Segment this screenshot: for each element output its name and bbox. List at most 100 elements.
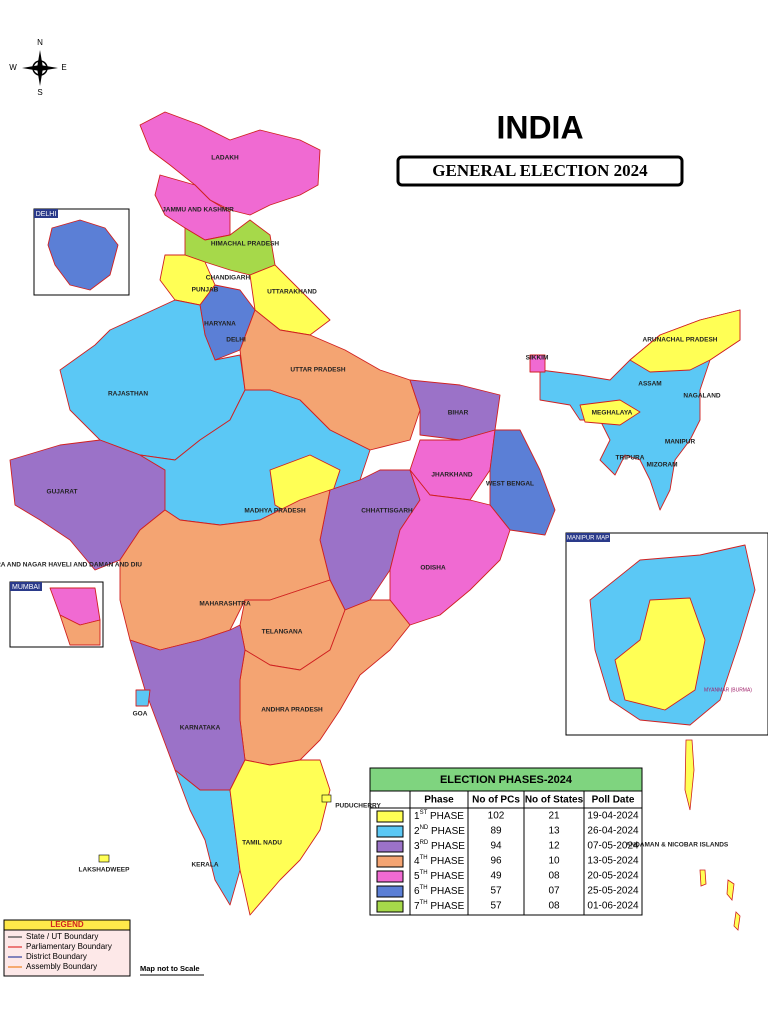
phase-label: 4TH PHASE — [414, 855, 465, 867]
phase-number: 1 — [414, 811, 420, 822]
footer-note: Map not to Scale — [140, 964, 200, 973]
delhi-inset-label: DELHI — [36, 211, 57, 218]
phase-word: PHASE — [428, 841, 465, 852]
cell-pcs: 49 — [490, 871, 502, 882]
india-map — [9, 111, 741, 931]
state-label: MAHARASHTRA — [199, 601, 251, 608]
phase-suffix: TH — [420, 900, 428, 906]
title: INDIA — [496, 109, 583, 145]
manipur-inset-label: MANIPUR MAP — [567, 536, 609, 542]
phase-number: 5 — [414, 871, 420, 882]
state-label: MADHYA PRADESH — [244, 508, 306, 515]
table-frame — [369, 767, 643, 916]
phase-number: 6 — [414, 886, 420, 897]
phase-swatch — [376, 840, 404, 853]
phase-suffix: RD — [420, 840, 429, 846]
state-label: KERALA — [191, 862, 218, 869]
cell-states: 08 — [548, 901, 560, 912]
manipur-valley — [614, 597, 706, 711]
compass: N S E W — [9, 38, 66, 97]
subtitle: GENERAL ELECTION 2024 — [432, 161, 648, 180]
phase-suffix: TH — [420, 885, 428, 891]
legend-label: State / UT Boundary — [26, 932, 98, 941]
cell-pcs: 57 — [490, 886, 502, 897]
cell-date: 25-05-2024 — [587, 886, 639, 897]
phase-label: 7TH PHASE — [414, 900, 465, 912]
phase-word: PHASE — [428, 826, 465, 837]
delhi-tag — [34, 209, 58, 218]
phase-word: PHASE — [428, 886, 465, 897]
phase-swatch — [376, 885, 404, 898]
lakshadweep — [98, 854, 110, 863]
cell-date: 20-05-2024 — [587, 871, 639, 882]
state-label: UTTARAKHAND — [267, 289, 317, 296]
table-title-bar — [369, 767, 643, 792]
region — [579, 399, 641, 426]
phase-label: 3RD PHASE — [414, 840, 465, 852]
cell-pcs: 89 — [490, 826, 502, 837]
state-label: CHANDIGARH — [206, 275, 251, 282]
state-label: JAMMU AND KASHMIR — [162, 207, 234, 214]
state-label: DELHI — [226, 337, 246, 344]
column-header: Phase — [424, 795, 454, 806]
state-label: NAGALAND — [683, 393, 720, 400]
cell-date: 13-05-2024 — [587, 856, 639, 867]
phase-swatch — [376, 810, 404, 823]
mumbai-tag — [10, 582, 42, 591]
subtitle-box — [396, 155, 684, 187]
phase-swatch — [376, 825, 404, 838]
cell-date: 26-04-2024 — [587, 826, 639, 837]
column-header: Poll Date — [592, 795, 635, 806]
state-label: WEST BENGAL — [486, 481, 534, 488]
compass-star — [22, 50, 58, 86]
state-label: MANIPUR — [665, 439, 696, 446]
region — [229, 759, 331, 916]
cell-states: 07 — [548, 886, 560, 897]
region — [174, 769, 241, 906]
table-title: ELECTION PHASES-2024 — [440, 774, 573, 786]
state-label: TELANGANA — [262, 629, 303, 636]
manipur-tag — [566, 533, 610, 542]
state-label: GUJARAT — [47, 489, 78, 496]
state-label: ODISHA — [420, 565, 446, 572]
state-label: PUNJAB — [192, 287, 219, 294]
state-label: LAKSHADWEEP — [79, 867, 131, 874]
phase-label: 2ND PHASE — [414, 825, 465, 837]
cell-date: 07-05-2024 — [587, 841, 639, 852]
phase-swatch — [376, 870, 404, 883]
state-label: GOA — [133, 711, 148, 718]
state-label: JHARKHAND — [431, 472, 472, 479]
legend-title-bar — [3, 919, 131, 931]
phase-label: 6TH PHASE — [414, 885, 465, 897]
delhi-shape — [47, 219, 119, 291]
phase-swatch — [376, 855, 404, 868]
cell-pcs: 102 — [488, 811, 505, 822]
state-label: TRIPURA — [616, 455, 645, 462]
compass-e: E — [61, 63, 66, 72]
legend-label: Parliamentary Boundary — [26, 942, 112, 951]
state-label: LADAKH — [211, 155, 239, 162]
cell-pcs: 57 — [490, 901, 502, 912]
phase-suffix: TH — [420, 870, 428, 876]
cell-pcs: 94 — [490, 841, 502, 852]
phase-number: 4 — [414, 856, 420, 867]
column-header: No of States — [525, 795, 584, 806]
phase-word: PHASE — [428, 901, 465, 912]
legend-label: District Boundary — [26, 952, 87, 961]
compass-s: S — [37, 88, 42, 97]
election-table: ELECTION PHASES-2024 Phase No of PCs No of… — [369, 767, 643, 916]
state-label: RAJASTHAN — [108, 391, 148, 398]
state-label: KARNATAKA — [180, 725, 221, 732]
phase-number: 2 — [414, 826, 420, 837]
state-label: CHHATTISGARH — [361, 508, 413, 515]
cell-date: 01-06-2024 — [587, 901, 639, 912]
puducherry — [321, 794, 332, 803]
region — [139, 111, 321, 216]
state-label: ARUNACHAL PRADESH — [643, 337, 718, 344]
cell-states: 13 — [548, 826, 560, 837]
cell-states: 21 — [548, 811, 560, 822]
state-label: PUDUCHERRY — [335, 803, 381, 810]
andaman-islands — [684, 739, 741, 931]
phase-word: PHASE — [427, 811, 464, 822]
